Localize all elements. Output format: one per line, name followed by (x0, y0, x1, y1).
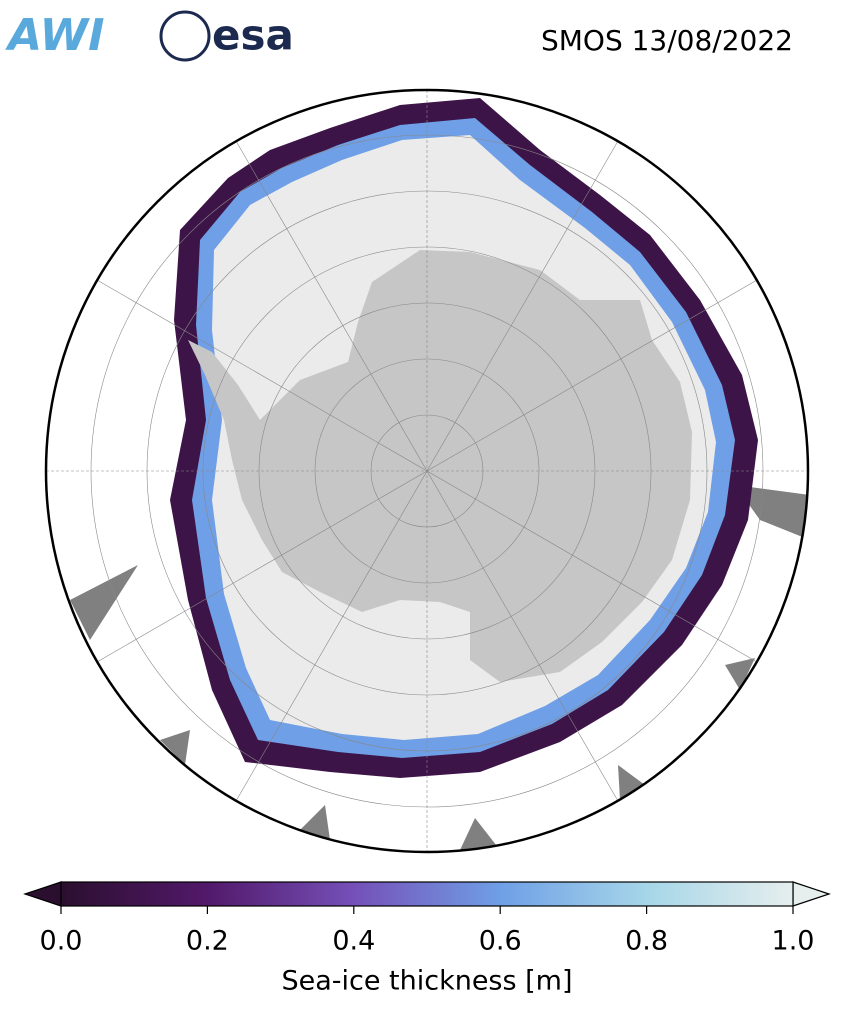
no-data (735, 485, 808, 540)
no-data (160, 730, 190, 765)
colorbar-tick-label: 0.2 (186, 926, 229, 957)
map (46, 90, 808, 852)
no-data (460, 818, 500, 850)
no-data (70, 565, 138, 640)
esa-logo: esa (212, 11, 294, 60)
no-data (725, 658, 755, 690)
colorbar-tick-label: 0.8 (625, 926, 668, 957)
colorbar-tick-label: 0.0 (40, 926, 83, 957)
no-data (300, 805, 330, 840)
colorbar: Sea-ice thickness [m] 0.0 0.2 0.4 0.6 0.8 1.0 (23, 881, 831, 997)
colorbar-extend-min (23, 881, 62, 907)
graticule (46, 90, 808, 852)
antarctica (188, 250, 692, 682)
colorbar-tick-label: 1.0 (772, 926, 815, 957)
no-data (618, 765, 645, 800)
colorbar-body (60, 881, 794, 907)
map-frame (44, 88, 810, 854)
colorbar-tick-label: 0.4 (332, 926, 375, 957)
map-title: SMOS 13/08/2022 (541, 24, 793, 57)
esa-logo-mark (159, 10, 211, 62)
colorbar-label: Sea-ice thickness [m] (281, 966, 572, 997)
colorbar-extend-max (792, 881, 831, 907)
colorbar-tick-label: 0.6 (479, 926, 522, 957)
awi-logo: AWI (5, 10, 105, 61)
